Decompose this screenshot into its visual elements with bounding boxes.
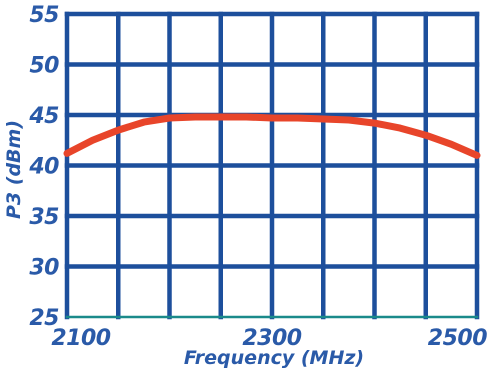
- x-tick-label: 2500: [428, 326, 487, 351]
- y-tick-label: 55: [29, 3, 59, 28]
- y-axis-tick-labels: 25 30 35 40 45 50 55: [28, 3, 59, 331]
- x-axis-label: Frequency (MHz): [184, 347, 364, 369]
- y-tick-label: 50: [29, 54, 59, 79]
- y-tick-label: 35: [29, 205, 59, 230]
- series-line-layer: [63, 113, 481, 159]
- y-tick-label: 30: [29, 256, 59, 281]
- y-tick-label: 40: [28, 155, 59, 180]
- y-tick-label: 25: [29, 306, 59, 331]
- series-line: [63, 113, 481, 159]
- x-tick-label: 2100: [51, 326, 110, 351]
- y-axis-label: P3 (dBm): [3, 120, 25, 219]
- x-axis-tick-labels: 2100 2300 2500: [51, 326, 487, 351]
- y-tick-label: 45: [28, 104, 59, 129]
- grid: [64, 11, 480, 320]
- x-tick-label: 2300: [242, 326, 301, 351]
